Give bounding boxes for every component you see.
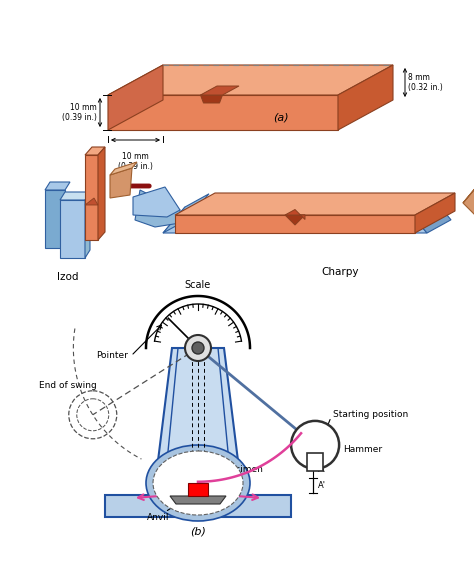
Polygon shape [110,168,132,198]
Polygon shape [163,207,207,233]
Text: Izod: Izod [57,272,79,282]
Text: Starting position: Starting position [333,410,409,419]
Circle shape [192,342,204,354]
Polygon shape [415,193,455,233]
Polygon shape [463,173,474,221]
Text: 10 mm
(0.39 in.): 10 mm (0.39 in.) [62,103,97,122]
Polygon shape [383,194,429,233]
Polygon shape [85,198,98,205]
Polygon shape [108,65,163,130]
Polygon shape [85,147,105,155]
Polygon shape [108,65,393,95]
Circle shape [291,421,339,469]
Polygon shape [170,496,226,504]
Polygon shape [201,86,239,95]
Text: Hammer: Hammer [343,446,382,455]
Polygon shape [163,194,209,233]
Polygon shape [133,187,180,217]
Text: (a): (a) [273,112,288,123]
Polygon shape [463,167,474,203]
Polygon shape [85,155,98,240]
Ellipse shape [153,451,243,515]
Polygon shape [285,210,305,220]
Polygon shape [135,190,180,227]
Text: A': A' [318,481,326,490]
Text: Specimen: Specimen [218,465,263,474]
Text: Charpy: Charpy [321,267,359,277]
Circle shape [185,335,211,361]
Text: 10 mm
(0.39 in.): 10 mm (0.39 in.) [118,152,153,171]
Polygon shape [105,495,291,517]
Polygon shape [307,453,323,471]
Polygon shape [85,192,90,258]
Text: A: A [318,464,325,474]
Polygon shape [45,182,70,190]
Polygon shape [60,200,85,258]
Polygon shape [175,193,455,215]
Polygon shape [285,215,305,225]
Polygon shape [175,215,415,233]
Text: Pointer: Pointer [96,351,128,360]
Ellipse shape [146,445,250,521]
Polygon shape [110,162,137,175]
Polygon shape [188,483,208,496]
Polygon shape [338,65,393,130]
Polygon shape [98,147,105,240]
Text: 8 mm
(0.32 in.): 8 mm (0.32 in.) [408,73,443,92]
Polygon shape [108,95,338,130]
Polygon shape [45,190,65,248]
Polygon shape [383,207,427,233]
Text: End of swing: End of swing [39,381,97,390]
Polygon shape [60,192,90,200]
Polygon shape [405,194,451,233]
Text: Scale: Scale [185,280,211,290]
Text: (b): (b) [190,527,206,537]
Text: Anvil: Anvil [147,513,169,522]
Polygon shape [154,348,242,493]
Polygon shape [201,95,222,103]
